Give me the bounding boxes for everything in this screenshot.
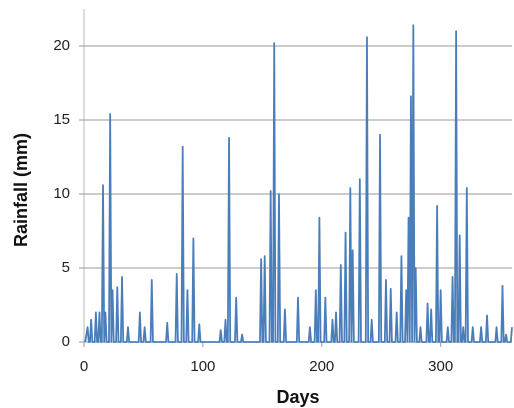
x-tick-label: 0 (80, 358, 88, 375)
x-tick-label: 200 (309, 358, 334, 375)
y-tick-label: 0 (62, 333, 70, 350)
x-tick-label: 100 (190, 358, 215, 375)
y-tick-label: 5 (62, 259, 70, 276)
y-tick-label: 20 (53, 37, 70, 54)
rainfall-line (84, 24, 513, 343)
y-tick-label: 10 (53, 185, 70, 202)
y-axis-label: Rainfall (mm) (11, 133, 31, 247)
x-tick-label: 300 (428, 358, 453, 375)
y-tick-label: 15 (53, 111, 70, 128)
x-axis-label: Days (276, 387, 319, 407)
